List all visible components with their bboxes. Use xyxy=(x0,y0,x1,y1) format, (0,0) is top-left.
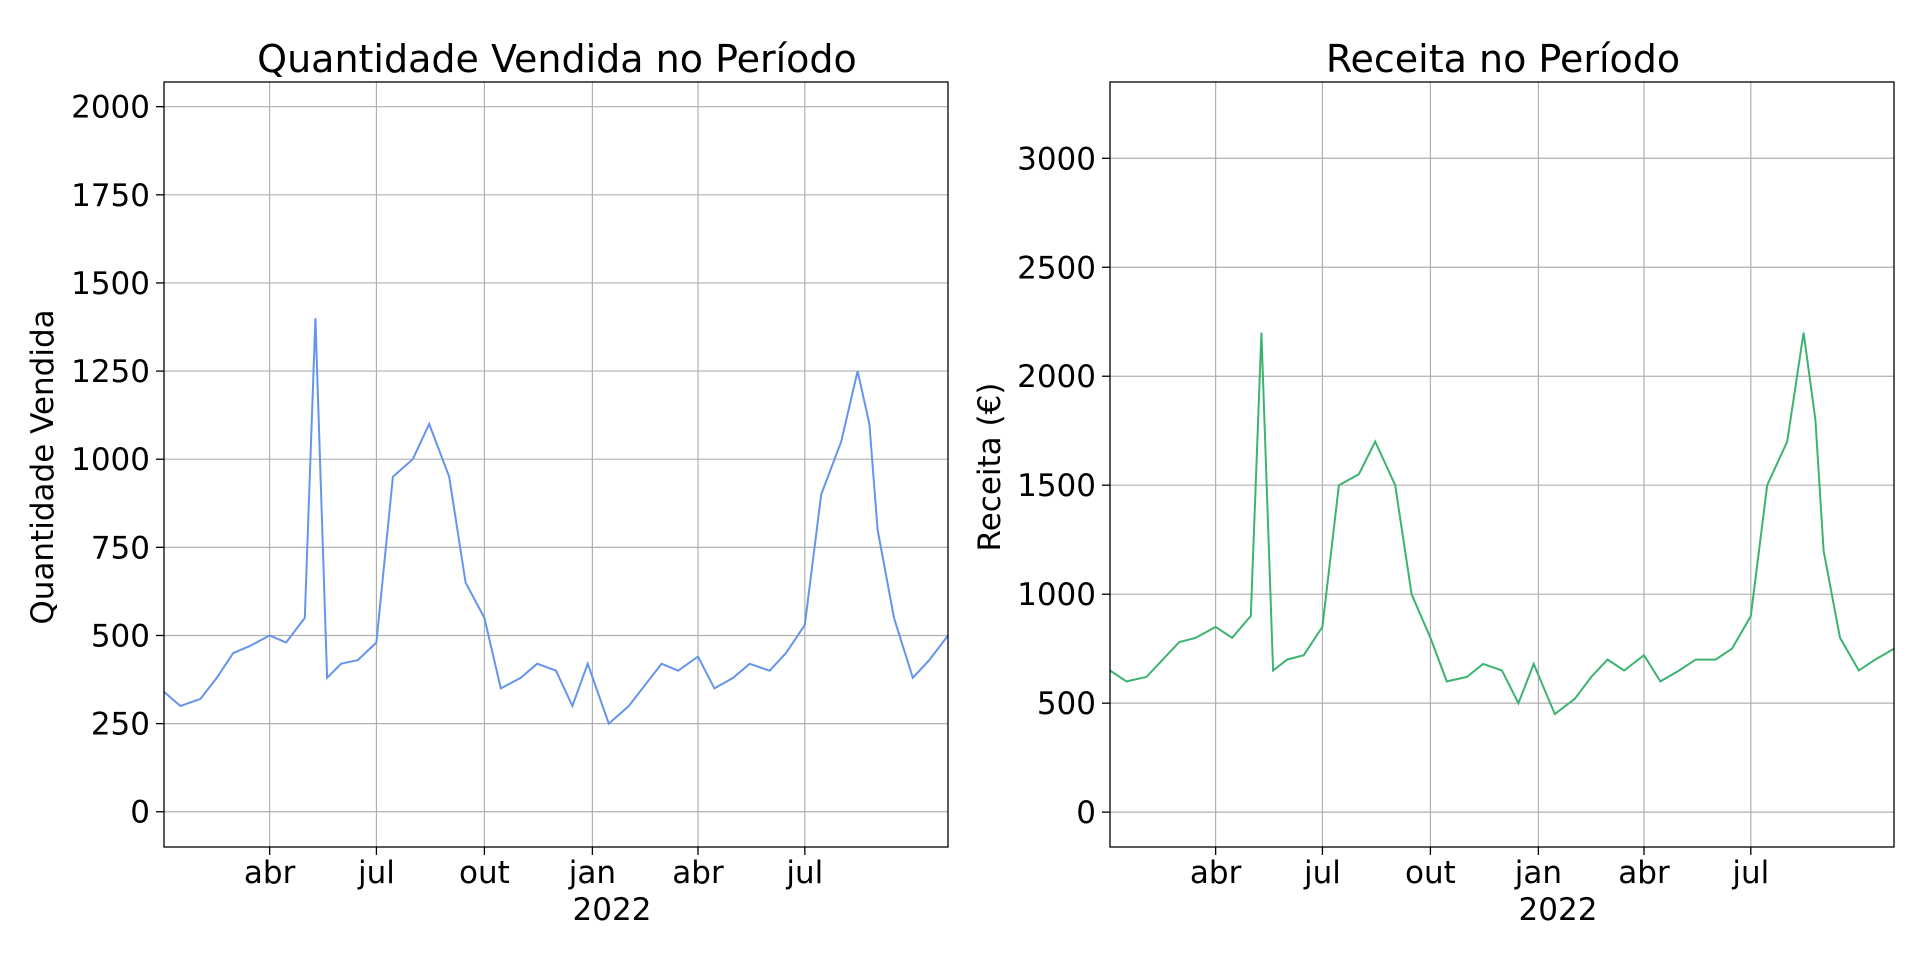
y-tick-label: 1750 xyxy=(71,178,150,214)
chart-quantidade: Quantidade Vendida no Período 0 250 500 750… xyxy=(25,37,949,928)
y-tick-label: 500 xyxy=(1037,686,1096,722)
grid xyxy=(156,82,948,855)
x-tick-label: jan xyxy=(1514,855,1562,891)
y-tick-label: 750 xyxy=(91,530,150,566)
x-tick-label: abr xyxy=(244,855,296,891)
x-tick-label: abr xyxy=(1618,855,1670,891)
y-tick-label: 2000 xyxy=(1017,359,1096,395)
grid xyxy=(1102,82,1894,855)
x-tick-label: out xyxy=(1405,855,1456,891)
series-line-receita xyxy=(1109,332,1895,716)
x-tick-label: abr xyxy=(672,855,724,891)
chart-receita: Receita no Período 0 500 1000 1500 2000 2500 3… xyxy=(972,37,1895,928)
y-tick-label: 2000 xyxy=(71,90,150,126)
x-tick-label: jan xyxy=(568,855,616,891)
x-tick-label: jul xyxy=(1731,855,1769,891)
y-tick-labels: 0 250 500 750 1000 1250 1500 1750 2000 xyxy=(71,90,150,831)
y-axis-label: Receita (€) xyxy=(972,383,1008,552)
y-tick-label: 1000 xyxy=(71,442,150,478)
x-tick-labels: abr jul out jan abr jul xyxy=(1190,855,1769,891)
x-tick-label: jul xyxy=(785,855,823,891)
series-line-quantidade xyxy=(163,318,949,726)
x-tick-label: jul xyxy=(1303,855,1341,891)
x-year-label: 2022 xyxy=(573,892,652,928)
y-tick-label: 1500 xyxy=(1017,468,1096,504)
y-tick-label: 1000 xyxy=(1017,577,1096,613)
y-tick-label: 1500 xyxy=(71,266,150,302)
y-tick-label: 0 xyxy=(1076,795,1096,831)
y-tick-label: 0 xyxy=(130,795,150,831)
y-tick-label: 1250 xyxy=(71,354,150,390)
chart-title: Quantidade Vendida no Período xyxy=(257,37,857,81)
plot-frame xyxy=(1109,81,1895,848)
chart-title: Receita no Período xyxy=(1326,37,1680,81)
x-tick-label: jul xyxy=(357,855,395,891)
x-year-label: 2022 xyxy=(1519,892,1598,928)
y-tick-label: 500 xyxy=(91,618,150,654)
plot-frame xyxy=(163,81,949,848)
x-tick-label: abr xyxy=(1190,855,1242,891)
y-axis-label: Quantidade Vendida xyxy=(25,309,61,624)
y-tick-labels: 0 500 1000 1500 2000 2500 3000 xyxy=(1017,141,1096,831)
y-tick-label: 250 xyxy=(91,707,150,743)
x-tick-label: out xyxy=(459,855,510,891)
x-tick-labels: abr jul out jan abr jul xyxy=(244,855,823,891)
y-tick-label: 2500 xyxy=(1017,250,1096,286)
y-tick-label: 3000 xyxy=(1017,141,1096,177)
